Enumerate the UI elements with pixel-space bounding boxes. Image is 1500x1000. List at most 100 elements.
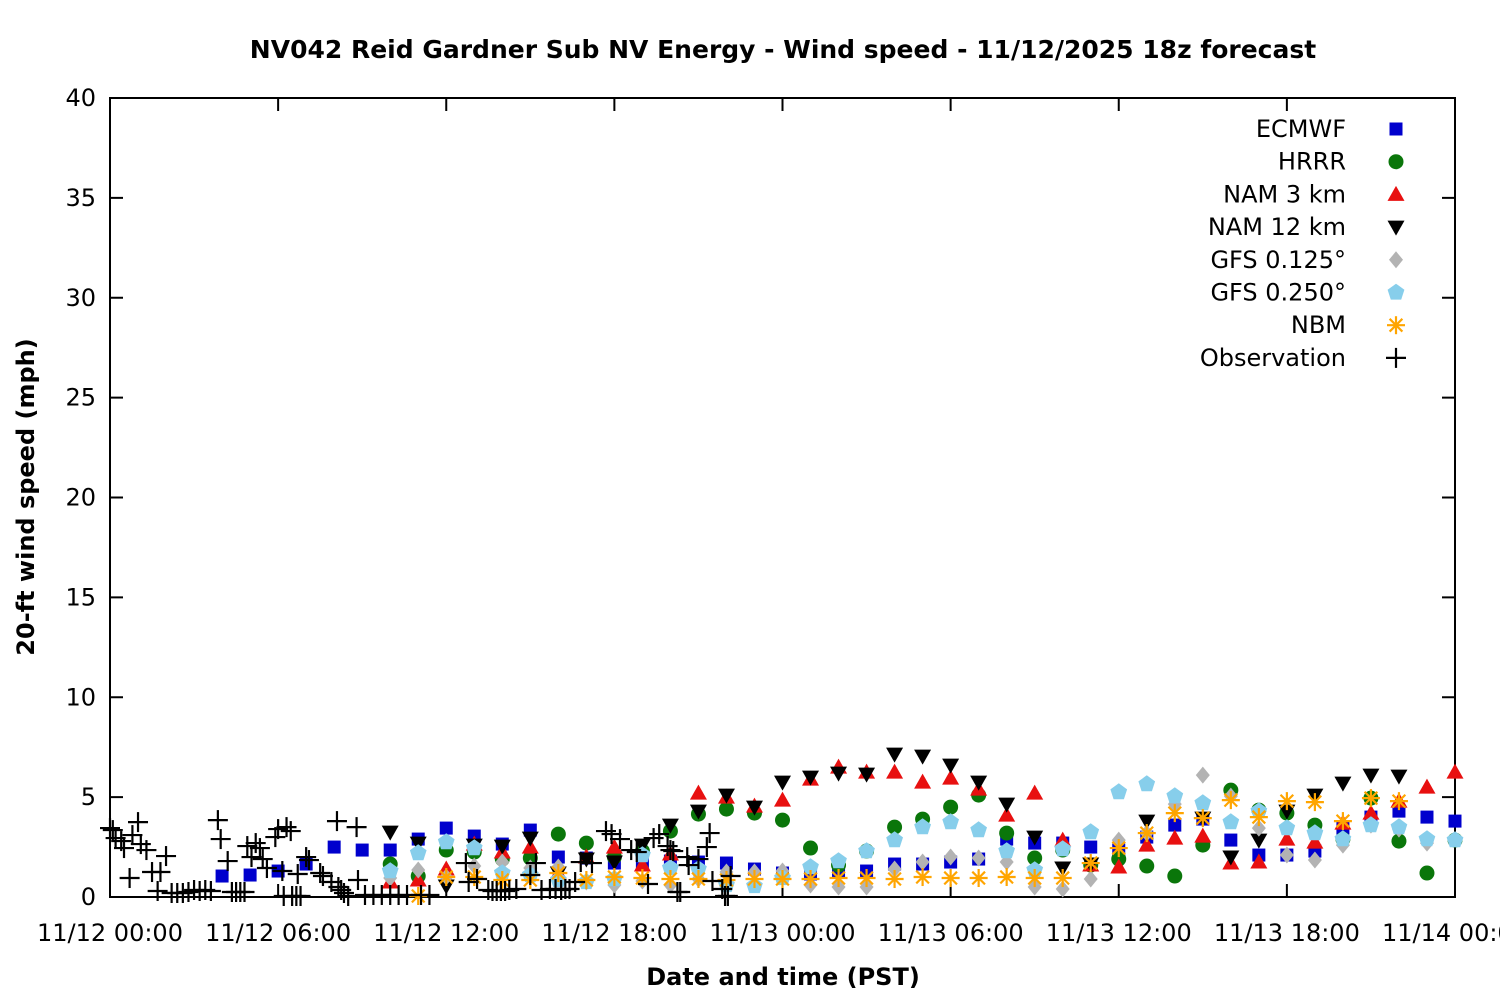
data-point bbox=[437, 833, 455, 850]
series-nbm bbox=[409, 789, 1408, 906]
data-point bbox=[1055, 880, 1070, 898]
data-point bbox=[1278, 830, 1296, 846]
data-point bbox=[1194, 794, 1212, 811]
x-tick-label: 11/13 06:00 bbox=[878, 919, 1024, 947]
data-point bbox=[969, 869, 988, 888]
data-point bbox=[346, 817, 367, 838]
x-tick-label: 11/14 00:00 bbox=[1382, 919, 1500, 947]
data-point bbox=[1221, 791, 1240, 810]
data-point bbox=[326, 811, 347, 832]
data-point bbox=[493, 839, 511, 855]
data-point bbox=[802, 770, 820, 786]
data-point bbox=[661, 818, 679, 834]
legend-label-gfs-0-250-: GFS 0.250° bbox=[1210, 279, 1346, 307]
data-point bbox=[609, 829, 630, 850]
data-point bbox=[689, 804, 707, 820]
data-point bbox=[100, 818, 120, 839]
x-tick-label: 11/12 12:00 bbox=[373, 919, 519, 947]
data-point bbox=[1194, 827, 1212, 843]
data-point bbox=[287, 864, 308, 885]
data-point bbox=[1334, 830, 1352, 847]
data-point bbox=[661, 870, 680, 889]
legend-label-gfs-0-125-: GFS 0.125° bbox=[1210, 246, 1346, 274]
data-point bbox=[1166, 787, 1184, 804]
data-point bbox=[775, 812, 790, 828]
data-point bbox=[774, 775, 791, 791]
data-point bbox=[1307, 851, 1322, 869]
y-tick-label: 5 bbox=[81, 783, 96, 811]
data-point bbox=[802, 858, 819, 875]
legend-label-observation: Observation bbox=[1200, 344, 1346, 372]
data-point bbox=[699, 823, 720, 844]
data-point bbox=[942, 813, 959, 830]
data-point bbox=[217, 851, 238, 872]
data-points-layer bbox=[100, 747, 1464, 907]
data-point bbox=[1446, 831, 1464, 848]
data-point bbox=[1387, 185, 1405, 201]
data-point bbox=[638, 874, 658, 895]
data-point bbox=[718, 801, 734, 817]
data-point bbox=[1392, 804, 1406, 818]
data-point bbox=[241, 847, 262, 868]
data-point bbox=[913, 868, 932, 887]
data-point bbox=[549, 864, 568, 883]
data-point bbox=[122, 825, 143, 846]
data-point bbox=[999, 825, 1015, 841]
series-gfs-0-125- bbox=[383, 766, 1434, 898]
data-point bbox=[803, 840, 819, 856]
data-point bbox=[1251, 819, 1266, 837]
plot-axes: 11/12 00:00 11/12 06:00 11/12 12:00 11/12 1… bbox=[37, 84, 1500, 947]
data-point bbox=[605, 855, 623, 871]
data-point bbox=[998, 842, 1015, 859]
data-point bbox=[381, 862, 399, 879]
data-point bbox=[550, 826, 566, 842]
y-tick-label: 10 bbox=[65, 683, 96, 711]
data-point bbox=[1224, 833, 1238, 847]
data-point bbox=[1168, 818, 1182, 832]
data-point bbox=[605, 868, 624, 887]
data-point bbox=[689, 784, 707, 800]
data-point bbox=[1389, 792, 1408, 811]
data-point bbox=[774, 791, 791, 807]
data-point bbox=[830, 852, 847, 869]
data-point bbox=[942, 758, 960, 774]
data-point bbox=[521, 831, 539, 847]
data-point bbox=[210, 829, 231, 850]
data-point bbox=[1390, 769, 1408, 785]
data-point bbox=[858, 767, 876, 783]
data-point bbox=[1278, 819, 1296, 836]
data-point bbox=[347, 870, 368, 891]
data-point bbox=[467, 869, 488, 890]
data-point bbox=[310, 863, 331, 884]
data-point bbox=[601, 824, 622, 845]
data-point bbox=[256, 858, 277, 879]
y-tick-label: 20 bbox=[65, 484, 96, 512]
data-point bbox=[1388, 154, 1404, 170]
y-tick-label: 0 bbox=[81, 883, 96, 911]
data-point bbox=[745, 870, 764, 889]
data-point bbox=[237, 836, 258, 857]
data-point bbox=[998, 797, 1016, 813]
series-nam-12-km bbox=[381, 747, 1408, 895]
data-point bbox=[886, 831, 903, 848]
data-point bbox=[520, 865, 541, 886]
x-tick-label: 11/12 18:00 bbox=[541, 919, 687, 947]
y-tick-label: 15 bbox=[65, 583, 96, 611]
data-point bbox=[1110, 858, 1128, 874]
data-point bbox=[717, 788, 735, 804]
data-point bbox=[633, 838, 651, 854]
data-point bbox=[1387, 316, 1405, 335]
data-point bbox=[522, 850, 538, 866]
data-point bbox=[717, 886, 738, 907]
legend-label-nam-12-km: NAM 12 km bbox=[1208, 213, 1346, 241]
data-point bbox=[565, 872, 586, 893]
data-point bbox=[409, 836, 427, 852]
data-point bbox=[663, 841, 684, 862]
data-point bbox=[1222, 850, 1240, 866]
data-point bbox=[662, 859, 679, 876]
data-point bbox=[649, 824, 670, 845]
x-axis-title: Date and time (PST) bbox=[646, 963, 920, 991]
data-point bbox=[1026, 784, 1044, 800]
data-point bbox=[136, 840, 157, 861]
x-tick-label: 11/12 06:00 bbox=[205, 919, 351, 947]
